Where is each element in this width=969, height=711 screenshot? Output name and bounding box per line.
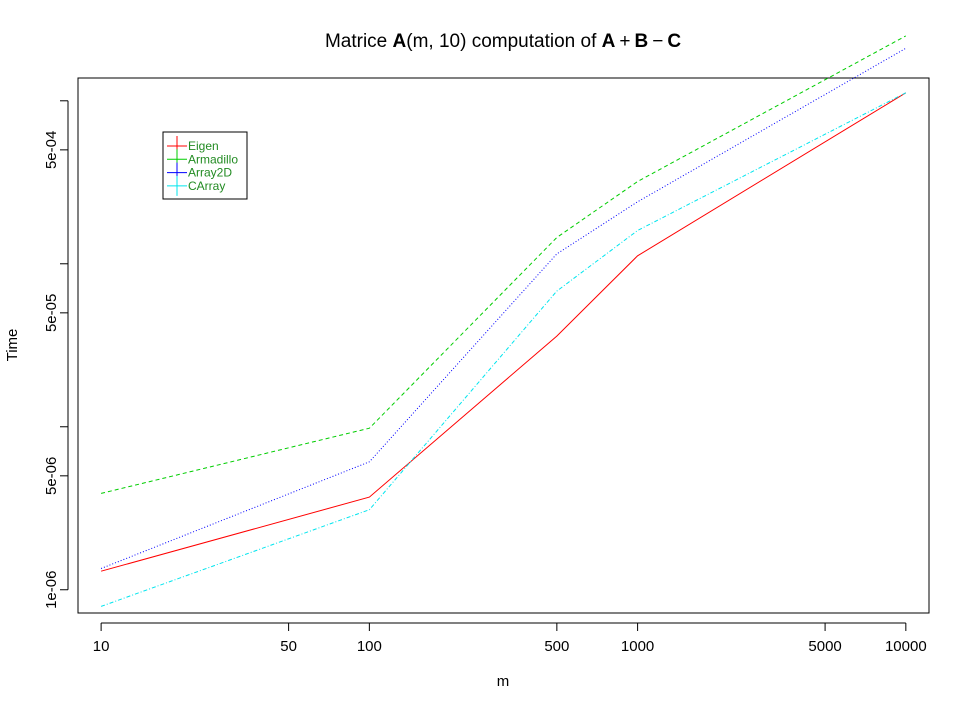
title-plus: +	[619, 31, 630, 52]
legend-label-armadillo: Armadillo	[188, 152, 238, 166]
series-line-carray	[100, 92, 907, 607]
x-tick-label: 10	[93, 638, 110, 655]
x-tick-label: 1000	[621, 638, 654, 655]
series-line-array2d	[100, 47, 907, 569]
chart-title: Matrice A(m, 10) computation of A + B − C	[325, 31, 681, 52]
y-axis: 1e-06 5e-06 5e-05 5e-04	[43, 100, 69, 609]
title-minus: −	[652, 31, 663, 52]
plot-frame	[77, 77, 930, 614]
x-tick-label: 10000	[885, 638, 927, 655]
title-matrix-a: A	[393, 31, 407, 52]
series-lines	[100, 35, 907, 607]
x-axis-title: m	[497, 673, 510, 690]
x-axis: 10 50 100 500 1000 5000 10000	[93, 622, 927, 655]
legend-label-carray: CArray	[188, 179, 225, 193]
y-tick-label: 5e-04	[43, 131, 60, 169]
y-tick-label: 5e-05	[43, 294, 60, 332]
y-tick-label: 5e-06	[43, 457, 60, 495]
title-middle: computation of	[466, 31, 601, 52]
x-tick-label: 500	[544, 638, 569, 655]
title-prefix: Matrice	[325, 31, 393, 52]
series-line-eigen	[100, 92, 907, 572]
legend-label-array2d: Array2D	[188, 166, 232, 180]
legend-label-eigen: Eigen	[188, 139, 219, 153]
x-tick-label: 100	[357, 638, 382, 655]
y-axis-title: Time	[4, 329, 21, 362]
y-tick-label: 1e-06	[43, 571, 60, 609]
title-args: (m, 10)	[406, 31, 466, 52]
x-tick-label: 50	[280, 638, 297, 655]
series-line-armadillo	[100, 35, 907, 494]
x-tick-label: 5000	[808, 638, 841, 655]
title-term-a: A	[602, 31, 616, 52]
title-term-b: B	[634, 31, 648, 52]
title-term-c: C	[667, 31, 681, 52]
